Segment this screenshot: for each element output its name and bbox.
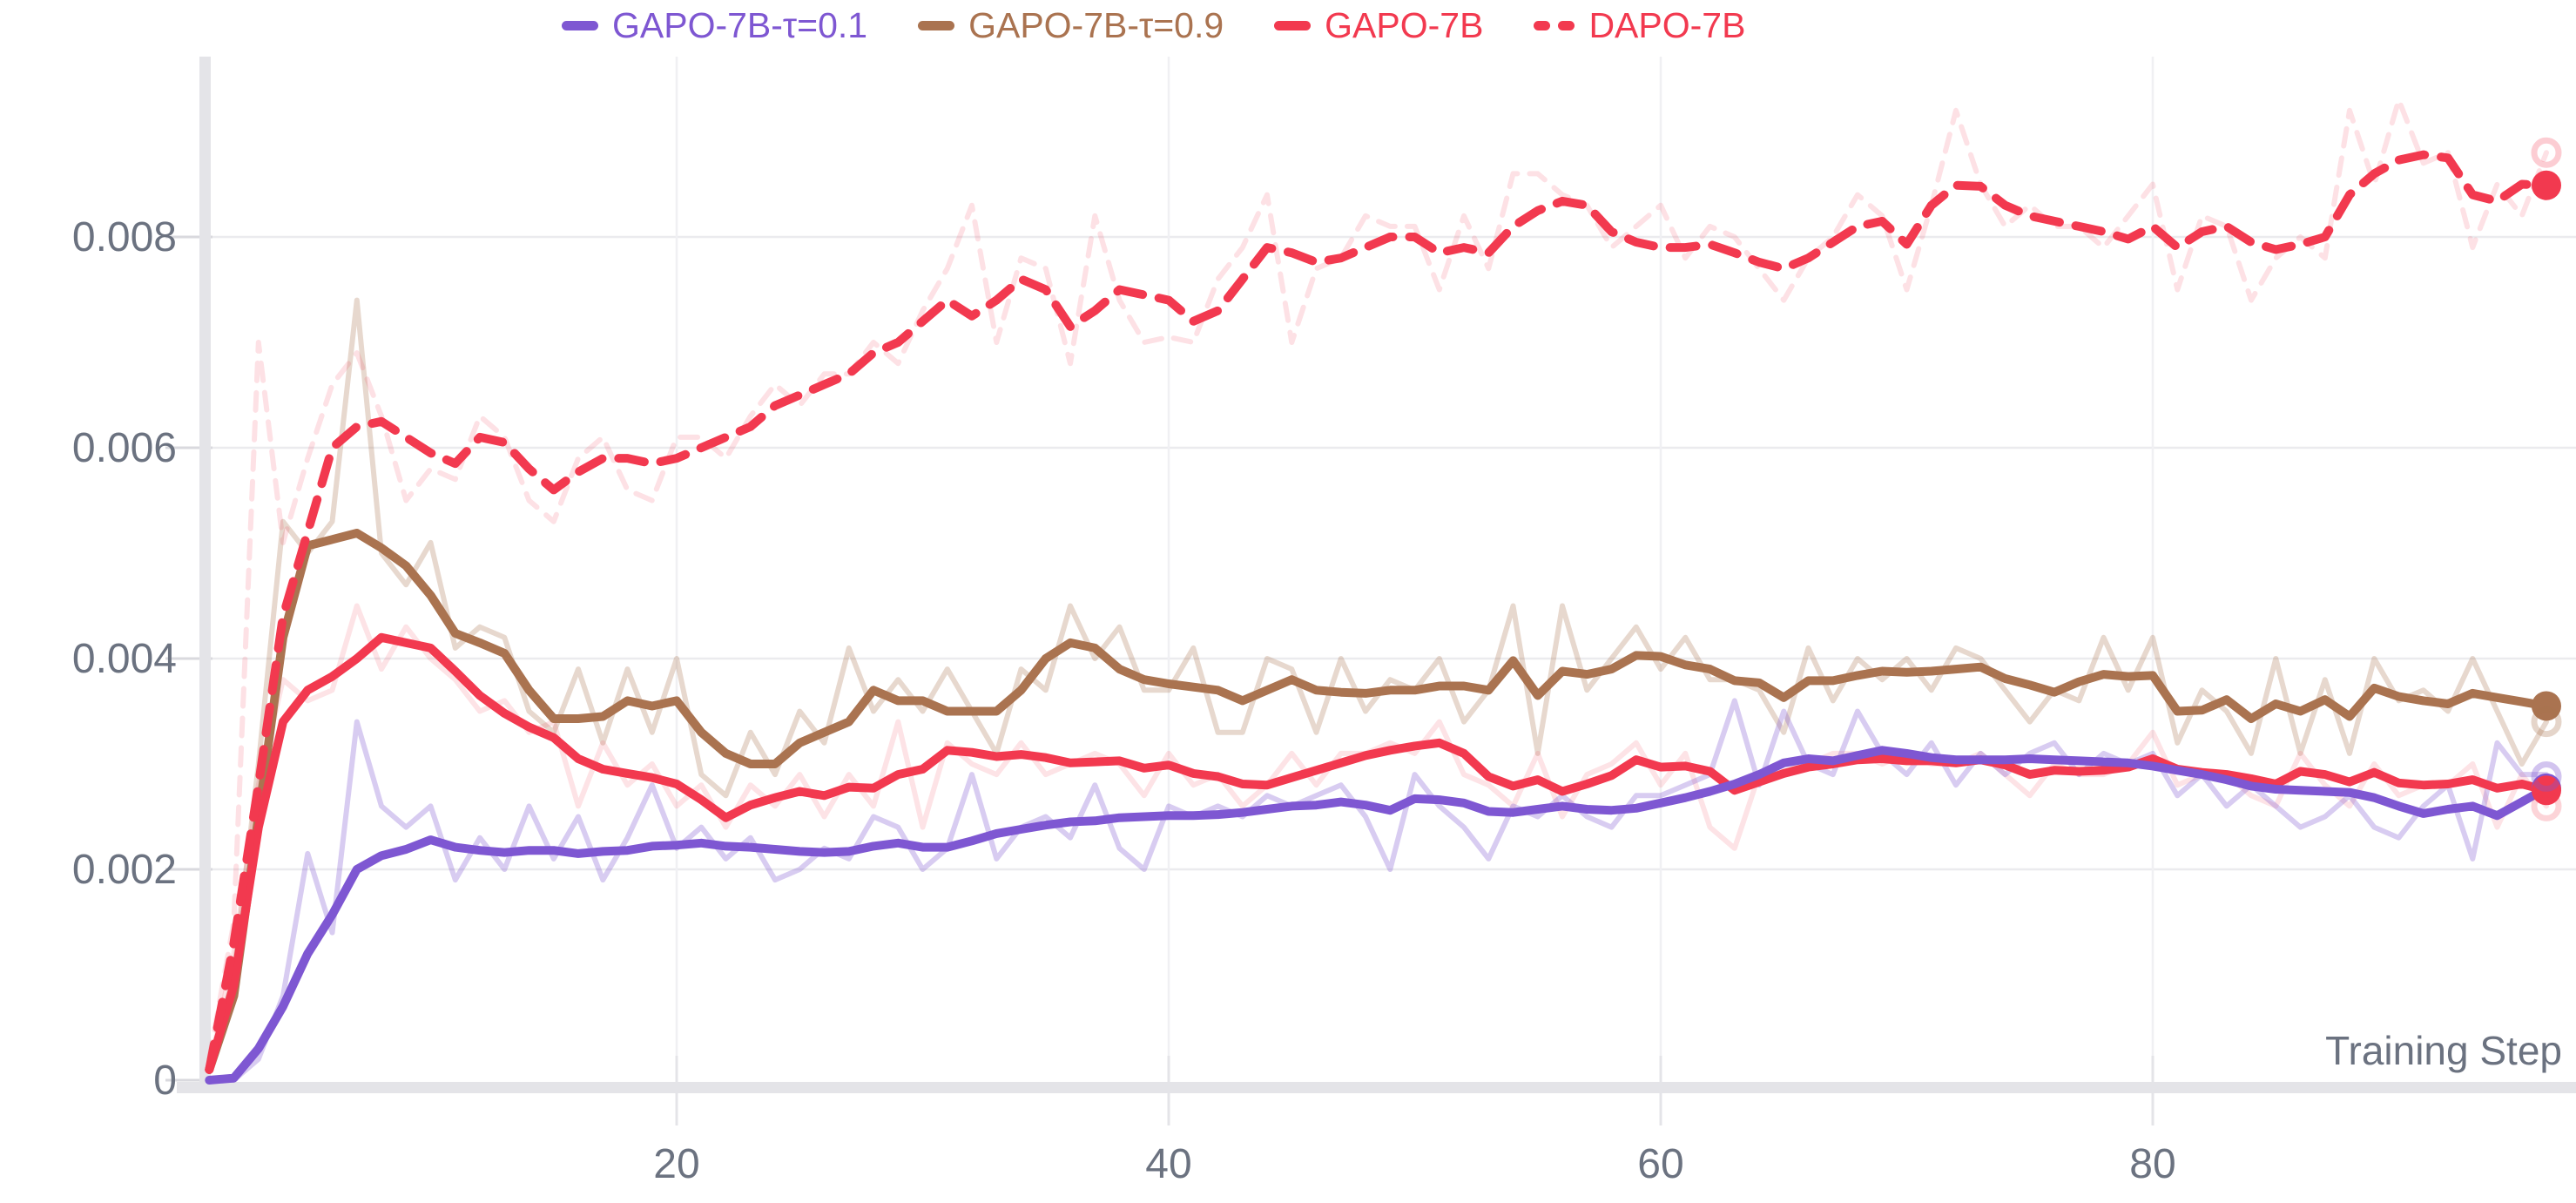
- legend-label: GAPO-7B-τ=0.1: [612, 5, 868, 45]
- legend-swatch-bar: [1274, 21, 1312, 30]
- end-marker-GAPO-7B-τ=0.9: [2532, 691, 2561, 721]
- legend-line-icon: [1274, 21, 1312, 30]
- series-line-GAPO-7B-τ=0.9-raw: [206, 297, 2549, 1072]
- legend-swatch-bar: [918, 21, 955, 30]
- y-tick-label: 0.002: [72, 847, 177, 893]
- end-marker-DAPO-7B-raw: [2531, 137, 2562, 168]
- end-marker-GAPO-7B-τ=0.9-raw: [2531, 706, 2562, 738]
- x-axis-label: Training Step: [2325, 1028, 2562, 1073]
- y-tick-label: 0.006: [72, 425, 177, 471]
- end-marker-DAPO-7B: [2532, 170, 2561, 200]
- legend-line-icon: [562, 21, 598, 30]
- end-marker-GAPO-7B-τ=0.1-raw: [2531, 761, 2562, 793]
- x-tick-label: 40: [1145, 1141, 1191, 1187]
- legend-item-gapo-7b-0.9[interactable]: GAPO-7B-τ=0.9: [918, 5, 1224, 46]
- x-axis-bar: [177, 1082, 2576, 1093]
- legend-swatch-bar: [562, 21, 598, 30]
- legend-swatch-bar: [1558, 21, 1575, 30]
- legend-swatch-bar: [1534, 21, 1551, 30]
- legend-label: GAPO-7B-τ=0.9: [968, 5, 1224, 45]
- end-marker-GAPO-7B: [2532, 775, 2561, 806]
- x-tick-label: 20: [653, 1141, 699, 1187]
- series-line-GAPO-7B-τ=0.1-raw: [206, 698, 2549, 1083]
- series-line-GAPO-7B: [205, 632, 2551, 1074]
- legend-item-gapo-7b-0.1[interactable]: GAPO-7B-τ=0.1: [562, 5, 867, 46]
- y-tick-label: 0.008: [72, 214, 177, 260]
- series-line-GAPO-7B-raw: [206, 603, 2549, 1072]
- series-line-DAPO-7B: [205, 150, 2551, 1074]
- x-tick-label: 80: [2129, 1141, 2175, 1187]
- y-tick-label: 0.004: [72, 636, 177, 682]
- y-tick-label: 0: [153, 1058, 177, 1104]
- legend-label: GAPO-7B: [1325, 5, 1484, 45]
- series-line-GAPO-7B-τ=0.1: [205, 746, 2551, 1085]
- legend-dashed-line-icon: [1534, 21, 1575, 30]
- legend-line-icon: [918, 21, 955, 30]
- series-line-GAPO-7B-τ=0.9: [205, 529, 2551, 1074]
- series-line-DAPO-7B-raw: [206, 97, 2549, 1062]
- legend-label: DAPO-7B: [1588, 5, 1746, 45]
- chart-legend: GAPO-7B-τ=0.1 GAPO-7B-τ=0.9 GAPO-7B DAPO-7B: [562, 5, 1745, 46]
- legend-item-dapo-7b[interactable]: DAPO-7B: [1534, 5, 1745, 46]
- end-marker-GAPO-7B-raw: [2531, 790, 2562, 821]
- x-tick-label: 60: [1637, 1141, 1683, 1187]
- legend-item-gapo-7b[interactable]: GAPO-7B: [1274, 5, 1483, 46]
- y-axis-bar: [199, 57, 211, 1088]
